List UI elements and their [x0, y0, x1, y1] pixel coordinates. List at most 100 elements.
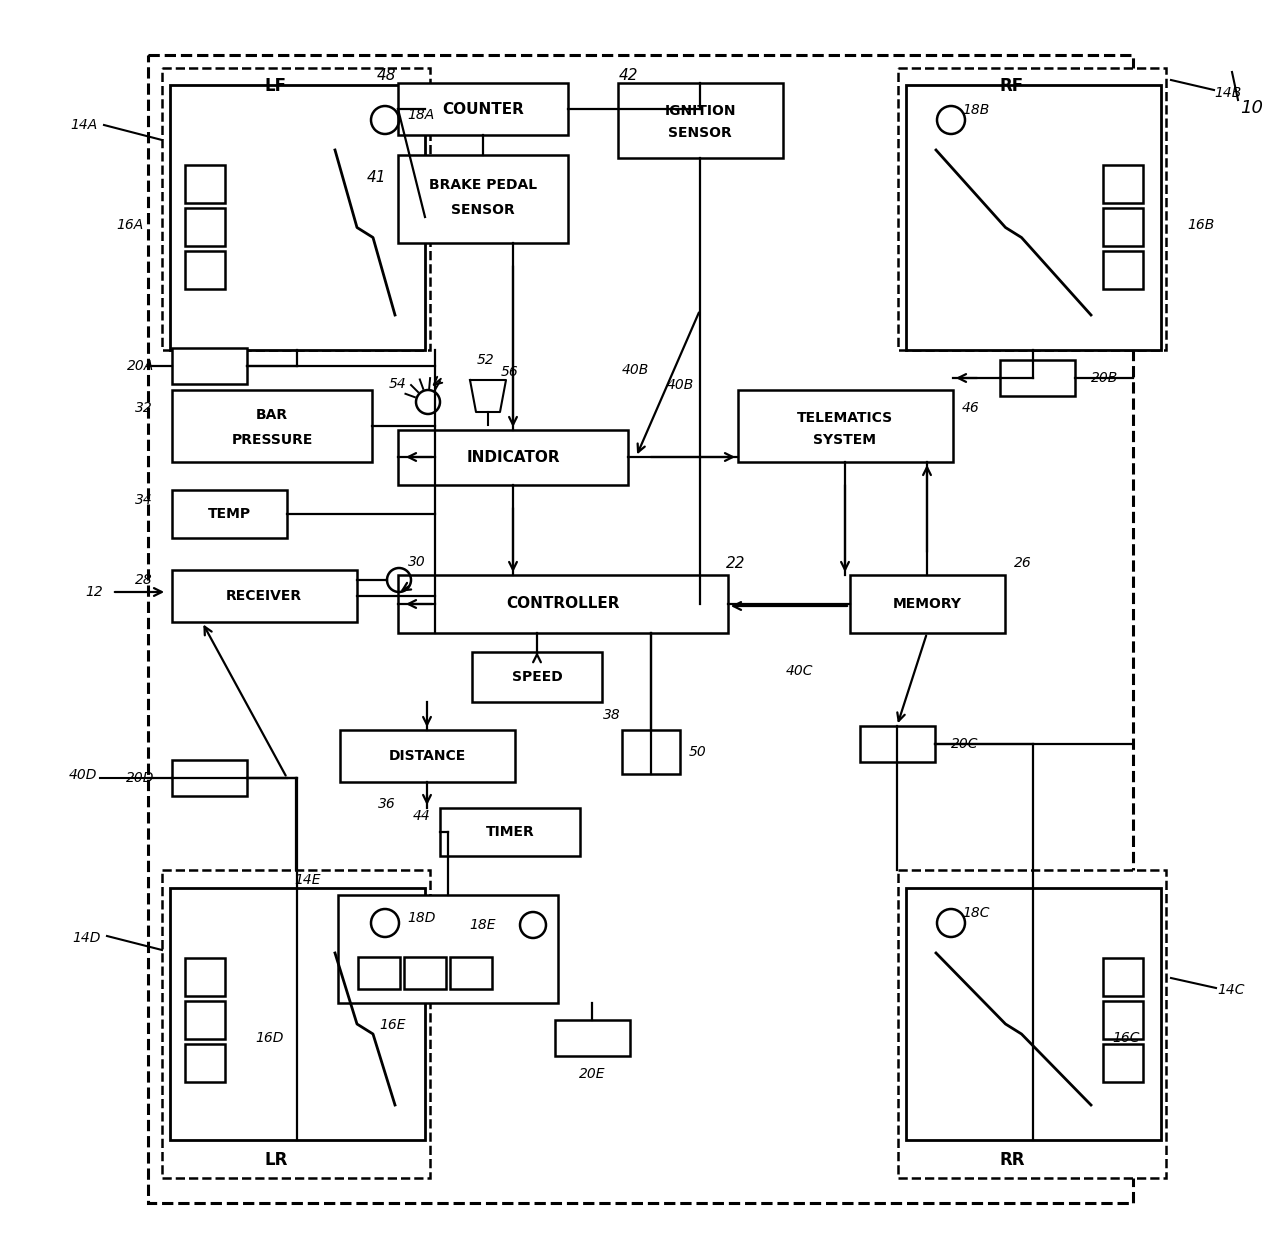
Text: 46: 46: [962, 401, 980, 415]
Bar: [404, 957, 446, 989]
Bar: [1000, 360, 1075, 396]
Text: 40C: 40C: [786, 664, 814, 678]
Bar: [169, 888, 425, 1140]
Text: IGNITION: IGNITION: [664, 103, 736, 118]
Text: 18E: 18E: [470, 918, 496, 932]
Text: 48: 48: [376, 67, 395, 82]
Text: SYSTEM: SYSTEM: [814, 434, 877, 447]
Text: 16E: 16E: [380, 1018, 406, 1032]
Bar: [621, 730, 681, 774]
Text: 10: 10: [1240, 98, 1263, 117]
Bar: [185, 958, 225, 996]
Text: 14B: 14B: [1215, 86, 1242, 100]
Bar: [449, 957, 492, 989]
Text: 56: 56: [501, 365, 519, 379]
Text: 12: 12: [85, 586, 103, 599]
Text: 41: 41: [366, 169, 385, 184]
Bar: [440, 807, 580, 856]
Text: PRESSURE: PRESSURE: [231, 434, 313, 447]
Text: RECEIVER: RECEIVER: [226, 589, 302, 603]
Text: CONTROLLER: CONTROLLER: [506, 597, 620, 612]
Text: LR: LR: [265, 1151, 288, 1169]
Bar: [473, 652, 602, 701]
Text: 40B: 40B: [621, 363, 648, 378]
Bar: [162, 870, 430, 1177]
Bar: [185, 250, 225, 289]
Bar: [738, 390, 953, 462]
Bar: [555, 1020, 630, 1057]
Text: MEMORY: MEMORY: [892, 597, 962, 611]
Text: TELEMATICS: TELEMATICS: [797, 411, 894, 425]
Bar: [358, 957, 401, 989]
Bar: [162, 69, 430, 350]
Text: 40B: 40B: [666, 378, 693, 392]
Bar: [898, 870, 1166, 1177]
Text: 26: 26: [1014, 556, 1032, 569]
Text: 20C: 20C: [951, 736, 978, 751]
Text: RR: RR: [999, 1151, 1025, 1169]
Bar: [148, 55, 1132, 1202]
Text: 14C: 14C: [1217, 983, 1244, 997]
Bar: [1103, 164, 1143, 203]
Text: 20B: 20B: [1091, 371, 1118, 385]
Text: 32: 32: [135, 401, 153, 415]
Text: 22: 22: [727, 556, 746, 571]
Bar: [172, 569, 357, 622]
Bar: [1103, 1044, 1143, 1082]
Bar: [860, 726, 935, 763]
Bar: [398, 155, 568, 243]
Text: 18A: 18A: [407, 108, 434, 122]
Bar: [850, 574, 1005, 633]
Text: SENSOR: SENSOR: [451, 203, 515, 217]
Bar: [185, 164, 225, 203]
Text: 20D: 20D: [126, 771, 154, 785]
Bar: [1103, 208, 1143, 245]
Bar: [172, 390, 372, 462]
Text: SPEED: SPEED: [511, 670, 562, 684]
Bar: [618, 83, 783, 158]
Text: 44: 44: [413, 809, 431, 824]
Text: 38: 38: [603, 708, 621, 721]
Text: 54: 54: [389, 378, 407, 391]
Text: 16A: 16A: [117, 218, 144, 232]
Text: BAR: BAR: [256, 407, 288, 422]
Text: 34: 34: [135, 493, 153, 507]
Text: COUNTER: COUNTER: [442, 101, 524, 116]
Text: TIMER: TIMER: [485, 825, 534, 839]
Bar: [898, 69, 1166, 350]
Text: 42: 42: [619, 67, 638, 82]
Bar: [398, 83, 568, 135]
Bar: [1103, 958, 1143, 996]
Text: 30: 30: [408, 554, 426, 569]
Text: 20A: 20A: [127, 359, 154, 373]
Bar: [185, 1001, 225, 1039]
Text: 14D: 14D: [73, 931, 101, 944]
Text: 50: 50: [690, 745, 707, 759]
Text: 16B: 16B: [1188, 218, 1215, 232]
Text: 16D: 16D: [256, 1030, 284, 1045]
Text: TEMP: TEMP: [208, 507, 250, 521]
Bar: [172, 348, 247, 384]
Text: 20E: 20E: [579, 1067, 605, 1082]
Text: INDICATOR: INDICATOR: [466, 450, 560, 465]
Text: RF: RF: [1000, 77, 1025, 95]
Text: 16C: 16C: [1112, 1030, 1140, 1045]
Text: 52: 52: [478, 353, 494, 368]
Bar: [172, 490, 288, 538]
Bar: [340, 730, 515, 782]
Text: SENSOR: SENSOR: [668, 126, 732, 140]
Bar: [185, 208, 225, 245]
Text: 14A: 14A: [71, 118, 98, 132]
Bar: [185, 1044, 225, 1082]
Text: 40D: 40D: [69, 768, 98, 782]
Bar: [169, 85, 425, 350]
Text: 18C: 18C: [962, 906, 990, 920]
Bar: [1103, 1001, 1143, 1039]
Text: 14E: 14E: [295, 873, 321, 887]
Text: 18B: 18B: [963, 103, 990, 117]
Bar: [172, 760, 247, 796]
Text: LF: LF: [265, 77, 288, 95]
Bar: [398, 574, 728, 633]
Text: 36: 36: [377, 797, 395, 811]
Text: DISTANCE: DISTANCE: [388, 749, 466, 763]
